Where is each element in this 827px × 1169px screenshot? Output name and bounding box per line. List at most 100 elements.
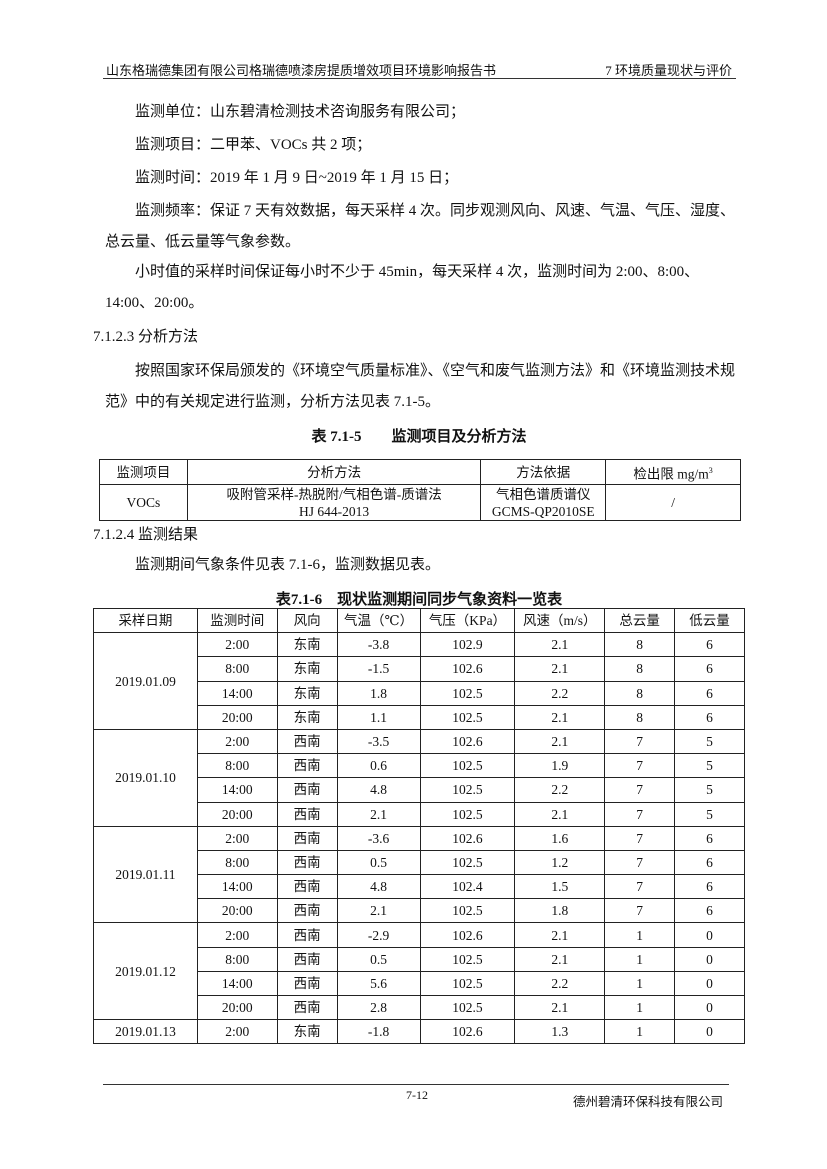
temperature-cell: -3.5	[336, 728, 421, 755]
section-7-1-2-3: 7.1.2.3 分析方法	[93, 329, 199, 345]
wind-speed-cell: 2.1	[514, 922, 606, 948]
wind-speed-cell: 1.6	[514, 825, 606, 851]
time-cell: 2:00	[196, 922, 278, 948]
wind-direction-cell: 东南	[276, 632, 338, 658]
low-cloud-cell: 6	[674, 632, 745, 658]
total-cloud-cell: 8	[604, 704, 676, 730]
pressure-cell: 102.5	[419, 898, 516, 924]
table-row: 2019.01.11 2:00 西南 -3.6 102.6 1.6 7 6	[93, 825, 745, 924]
low-cloud-cell: 0	[674, 994, 745, 1021]
header-cell: 风速（m/s）	[514, 607, 606, 634]
header-cell: 气压（KPa）	[419, 607, 516, 634]
low-cloud-cell: 6	[674, 898, 745, 924]
total-cloud-cell: 8	[604, 680, 676, 706]
time-cell: 2:00	[196, 1019, 278, 1045]
table-row: 2019.01.10 2:00 西南 -3.5 102.6 2.1 7 5	[93, 728, 745, 827]
date-cell: 2019.01.11	[93, 825, 198, 924]
total-cloud-cell: 8	[604, 656, 676, 682]
low-cloud-cell: 6	[674, 874, 745, 900]
basis-model: GCMS-QP2010SE	[491, 503, 595, 519]
low-cloud-cell: 5	[674, 753, 745, 779]
wind-direction-cell: 西南	[276, 970, 338, 997]
wind-direction-cell: 西南	[276, 849, 338, 876]
wind-direction-cell: 西南	[276, 801, 338, 827]
wind-speed-cell: 2.2	[514, 680, 606, 706]
time-cell: 2:00	[196, 825, 278, 851]
footer-company: 德州碧清环保科技有限公司	[572, 1095, 723, 1109]
monitoring-items: 监测项目：二甲苯、VOCs 共 2 项；	[135, 137, 372, 153]
date-cell: 2019.01.12	[93, 922, 198, 1021]
detection-limit-label: 检出限 mg/m	[633, 466, 709, 482]
low-cloud-cell: 6	[674, 825, 745, 851]
table-row: 8:00 西南 0.5 102.5 1.2 7 6	[94, 849, 745, 876]
monitoring-unit: 监测单位：山东碧清检测技术咨询服务有限公司；	[135, 104, 466, 120]
header-cell: 监测项目	[99, 459, 188, 485]
pressure-cell: 102.5	[419, 680, 516, 706]
wind-speed-cell: 1.5	[514, 874, 606, 900]
temperature-cell: 0.5	[336, 946, 421, 972]
page-number: 7-12	[406, 1088, 428, 1102]
hourly-sampling: 小时值的采样时间保证每小时不少于 45min，每天采样 4 次，监测时间为 2:…	[105, 264, 700, 311]
temperature-cell: 4.8	[336, 777, 421, 803]
total-cloud-cell: 1	[604, 922, 676, 948]
result-paragraph: 监测期间气象条件见表 7.1-6，监测数据见表。	[135, 557, 440, 573]
table-row: 14:00 西南 5.6 102.5 2.2 1 0	[94, 970, 745, 997]
time-cell: 14:00	[196, 970, 278, 997]
header-cell: 监测时间	[196, 607, 278, 634]
total-cloud-cell: 8	[604, 632, 676, 658]
table-row: 8:00 东南 -1.5 102.6 2.1 8 6	[94, 656, 745, 682]
low-cloud-cell: 6	[674, 849, 745, 876]
temperature-cell: 2.1	[336, 898, 421, 924]
low-cloud-cell: 0	[674, 922, 745, 948]
pressure-cell: 102.4	[419, 874, 516, 900]
header-cell: 方法依据	[480, 459, 607, 485]
wind-direction-cell: 西南	[276, 728, 338, 755]
low-cloud-cell: 6	[674, 704, 745, 730]
monitoring-frequency: 监测频率：保证 7 天有效数据，每天采样 4 次。同步观测风向、风速、气温、气压…	[105, 203, 736, 250]
wind-speed-cell: 1.9	[514, 753, 606, 779]
low-cloud-cell: 0	[674, 946, 745, 972]
table-row: 14:00 西南 4.8 102.4 1.5 7 6	[94, 874, 745, 900]
temperature-cell: -3.6	[336, 825, 421, 851]
header-divider	[103, 78, 736, 79]
time-cell: 8:00	[196, 656, 278, 682]
temperature-cell: 1.8	[336, 680, 421, 706]
header-cell: 低云量	[674, 607, 745, 634]
table-7-1-6-caption: 表7.1-6 现状监测期间同步气象资料一览表	[275, 592, 563, 608]
analysis-method-table: 监测项目 分析方法 方法依据 检出限 mg/m3 VOCs 吸附管采样-热脱附/…	[99, 459, 741, 521]
wind-direction-cell: 西南	[276, 898, 338, 924]
time-cell: 14:00	[196, 874, 278, 900]
wind-speed-cell: 2.2	[514, 777, 606, 803]
pressure-cell: 102.5	[419, 753, 516, 779]
time-cell: 8:00	[196, 946, 278, 972]
total-cloud-cell: 7	[604, 825, 676, 851]
wind-direction-cell: 西南	[276, 946, 338, 972]
pressure-cell: 102.5	[419, 970, 516, 997]
table-row: 14:00 西南 4.8 102.5 2.2 7 5	[94, 777, 745, 803]
date-cell: 2019.01.09	[93, 632, 198, 730]
wind-speed-cell: 2.1	[514, 994, 606, 1021]
wind-direction-cell: 西南	[276, 777, 338, 803]
wind-speed-cell: 2.2	[514, 970, 606, 997]
table-header-row: 监测项目 分析方法 方法依据 检出限 mg/m3	[99, 459, 741, 485]
method-cell: 吸附管采样-热脱附/气相色谱-质谱法 HJ 644-2013	[186, 484, 482, 521]
meteorological-table: 采样日期 监测时间 风向 气温（℃） 气压（KPa） 风速（m/s） 总云量 低云量 2019.…	[93, 607, 745, 1045]
wind-direction-cell: 东南	[276, 1019, 338, 1045]
table-row: 2019.01.13 2:00 东南 -1.8 102.6 1.3 1 0	[93, 1019, 745, 1045]
total-cloud-cell: 1	[604, 1019, 676, 1045]
unit-superscript: 3	[708, 465, 713, 475]
time-cell: 8:00	[196, 849, 278, 876]
low-cloud-cell: 0	[674, 1019, 745, 1045]
header-cell: 气温（℃）	[336, 607, 421, 634]
method-line: 吸附管采样-热脱附/气相色谱-质谱法	[226, 486, 442, 502]
pressure-cell: 102.6	[419, 825, 516, 851]
temperature-cell: 0.5	[336, 849, 421, 876]
wind-speed-cell: 2.1	[514, 946, 606, 972]
item-cell: VOCs	[99, 484, 188, 521]
footer-divider	[103, 1084, 729, 1085]
table-row: 8:00 西南 0.5 102.5 2.1 1 0	[94, 946, 745, 972]
wind-speed-cell: 1.3	[514, 1019, 606, 1045]
total-cloud-cell: 7	[604, 777, 676, 803]
temperature-cell: 1.1	[336, 704, 421, 730]
wind-direction-cell: 东南	[276, 656, 338, 682]
